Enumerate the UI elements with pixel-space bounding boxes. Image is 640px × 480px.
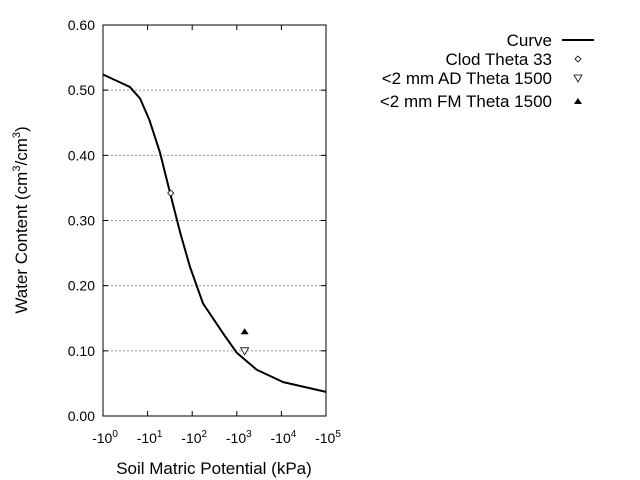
legend-marker bbox=[574, 98, 582, 104]
grid bbox=[103, 89, 326, 352]
y-tick-label: 0.40 bbox=[68, 147, 95, 163]
x-tick-label: -101 bbox=[137, 429, 163, 446]
curve-line bbox=[102, 73, 327, 393]
y-tick-label: 0.20 bbox=[68, 278, 95, 294]
x-tick-label: -103 bbox=[226, 429, 252, 446]
x-tick-label: -105 bbox=[315, 429, 341, 446]
legend-label: Clod Theta 33 bbox=[446, 50, 552, 69]
x-tick-label: -100 bbox=[92, 429, 118, 446]
y-tick-label: 0.10 bbox=[68, 343, 95, 359]
y-tick-label: 0.60 bbox=[68, 17, 95, 33]
legend-marker bbox=[573, 74, 583, 83]
x-axis: -100 -101 -102 -103 -104 -105 bbox=[92, 25, 341, 446]
x-axis-label: Soil Matric Potential (kPa) bbox=[116, 459, 312, 478]
x-tick-label: -102 bbox=[181, 429, 207, 446]
data-point bbox=[167, 189, 175, 197]
legend-marker bbox=[574, 55, 582, 63]
legend-label: <2 mm AD Theta 1500 bbox=[382, 69, 552, 88]
y-axis: 0.00 0.10 0.20 0.30 0.40 0.50 0.60 bbox=[68, 17, 326, 424]
data-point bbox=[239, 347, 250, 356]
y-tick-label: 0.30 bbox=[68, 213, 95, 229]
legend-label: Curve bbox=[507, 31, 552, 50]
y-tick-label: 0.00 bbox=[68, 408, 95, 424]
series-layer bbox=[102, 73, 327, 393]
x-tick-label: -104 bbox=[271, 429, 297, 446]
legend-label: <2 mm FM Theta 1500 bbox=[380, 92, 552, 111]
data-point bbox=[240, 328, 249, 335]
y-axis-label: Water Content (cm3/cm3) bbox=[11, 126, 31, 313]
y-tick-label: 0.50 bbox=[68, 82, 95, 98]
